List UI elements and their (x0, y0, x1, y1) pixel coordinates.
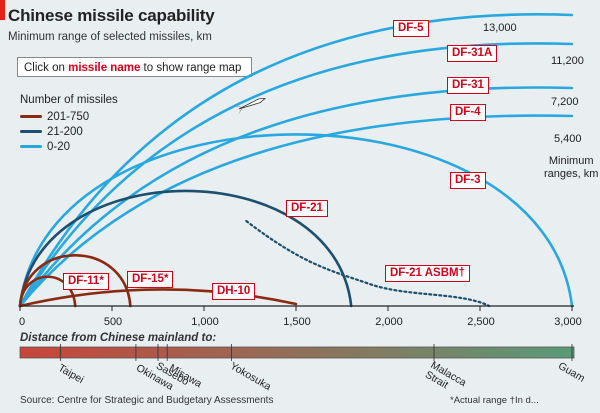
missile-label-df4[interactable]: DF-4 (450, 104, 486, 121)
x-tick-label: 2,500 (467, 316, 495, 328)
missile-label-df31a[interactable]: DF-31A (447, 45, 498, 62)
range-label-df31a: 11,200 (551, 55, 584, 67)
x-tick-label: 3,000 (554, 316, 582, 328)
x-tick-label: 0 (18, 316, 26, 328)
arc-df-15 (18, 254, 132, 308)
missile-label-df3[interactable]: DF-3 (450, 172, 486, 189)
x-tick-label: 2,000 (375, 316, 403, 328)
legend-swatch (20, 130, 42, 134)
min-range-line1: Minimum (548, 155, 594, 167)
legend-swatch (20, 145, 42, 149)
missile-label-df31[interactable]: DF-31 (447, 77, 489, 94)
arc-df-5 (18, 13, 574, 308)
instruction-highlight: missile name (68, 62, 141, 74)
arc-df-31a (18, 42, 574, 308)
footnote: *Actual range †In d... (450, 395, 539, 406)
range-label-df5: 13,000 (483, 22, 517, 34)
missile-label-df11[interactable]: DF-11* (63, 273, 109, 290)
instruction-box: Click on missile name to show range map (17, 57, 252, 77)
page-subtitle: Minimum range of selected missiles, km (8, 31, 212, 43)
legend-item-21-200: 21-200 (20, 125, 83, 139)
distance-bar (19, 346, 575, 359)
arc-dh-10 (18, 288, 298, 308)
missile-label-df5[interactable]: DF-5 (393, 20, 429, 37)
missile-label-df21-asbm[interactable]: DF-21 ASBM† (385, 265, 470, 282)
instruction-prefix: Click on (24, 62, 69, 74)
min-range-line2: ranges, km (544, 168, 599, 180)
arc-df-21 (18, 189, 353, 308)
red-accent-bar (0, 0, 5, 20)
legend-item-201-750: 201-750 (20, 110, 89, 124)
x-tick-label: 500 (103, 316, 123, 328)
legend-swatch (20, 115, 42, 119)
instruction-suffix: to show range map (140, 62, 242, 74)
arc-df-21-asbm (245, 219, 491, 308)
missile-icon (234, 98, 267, 115)
arc-df-11 (18, 275, 77, 308)
missile-label-df15[interactable]: DF-15* (127, 271, 174, 288)
x-tick-label: 1,000 (191, 316, 219, 328)
x-tick-label: 1,500 (283, 316, 311, 328)
legend-label: 201-750 (47, 111, 90, 123)
range-label-df31: 7,200 (551, 96, 579, 108)
page-title: Chinese missile capability (8, 6, 215, 25)
legend-item-0-20: 0-20 (20, 140, 70, 154)
source-note: Source: Centre for Strategic and Budgeta… (20, 395, 274, 406)
legend-label: 21-200 (47, 126, 83, 138)
legend-title: Number of missiles (20, 94, 118, 106)
legend-label: 0-20 (47, 141, 71, 153)
arc-df-3 (18, 133, 574, 308)
distance-title: Distance from Chinese mainland to: (20, 332, 217, 344)
range-label-df4: 5,400 (554, 133, 582, 145)
missile-label-dh10[interactable]: DH-10 (212, 283, 256, 300)
missile-label-df21[interactable]: DF-21 (286, 200, 328, 217)
min-range-label: Minimum ranges, km (544, 155, 598, 181)
